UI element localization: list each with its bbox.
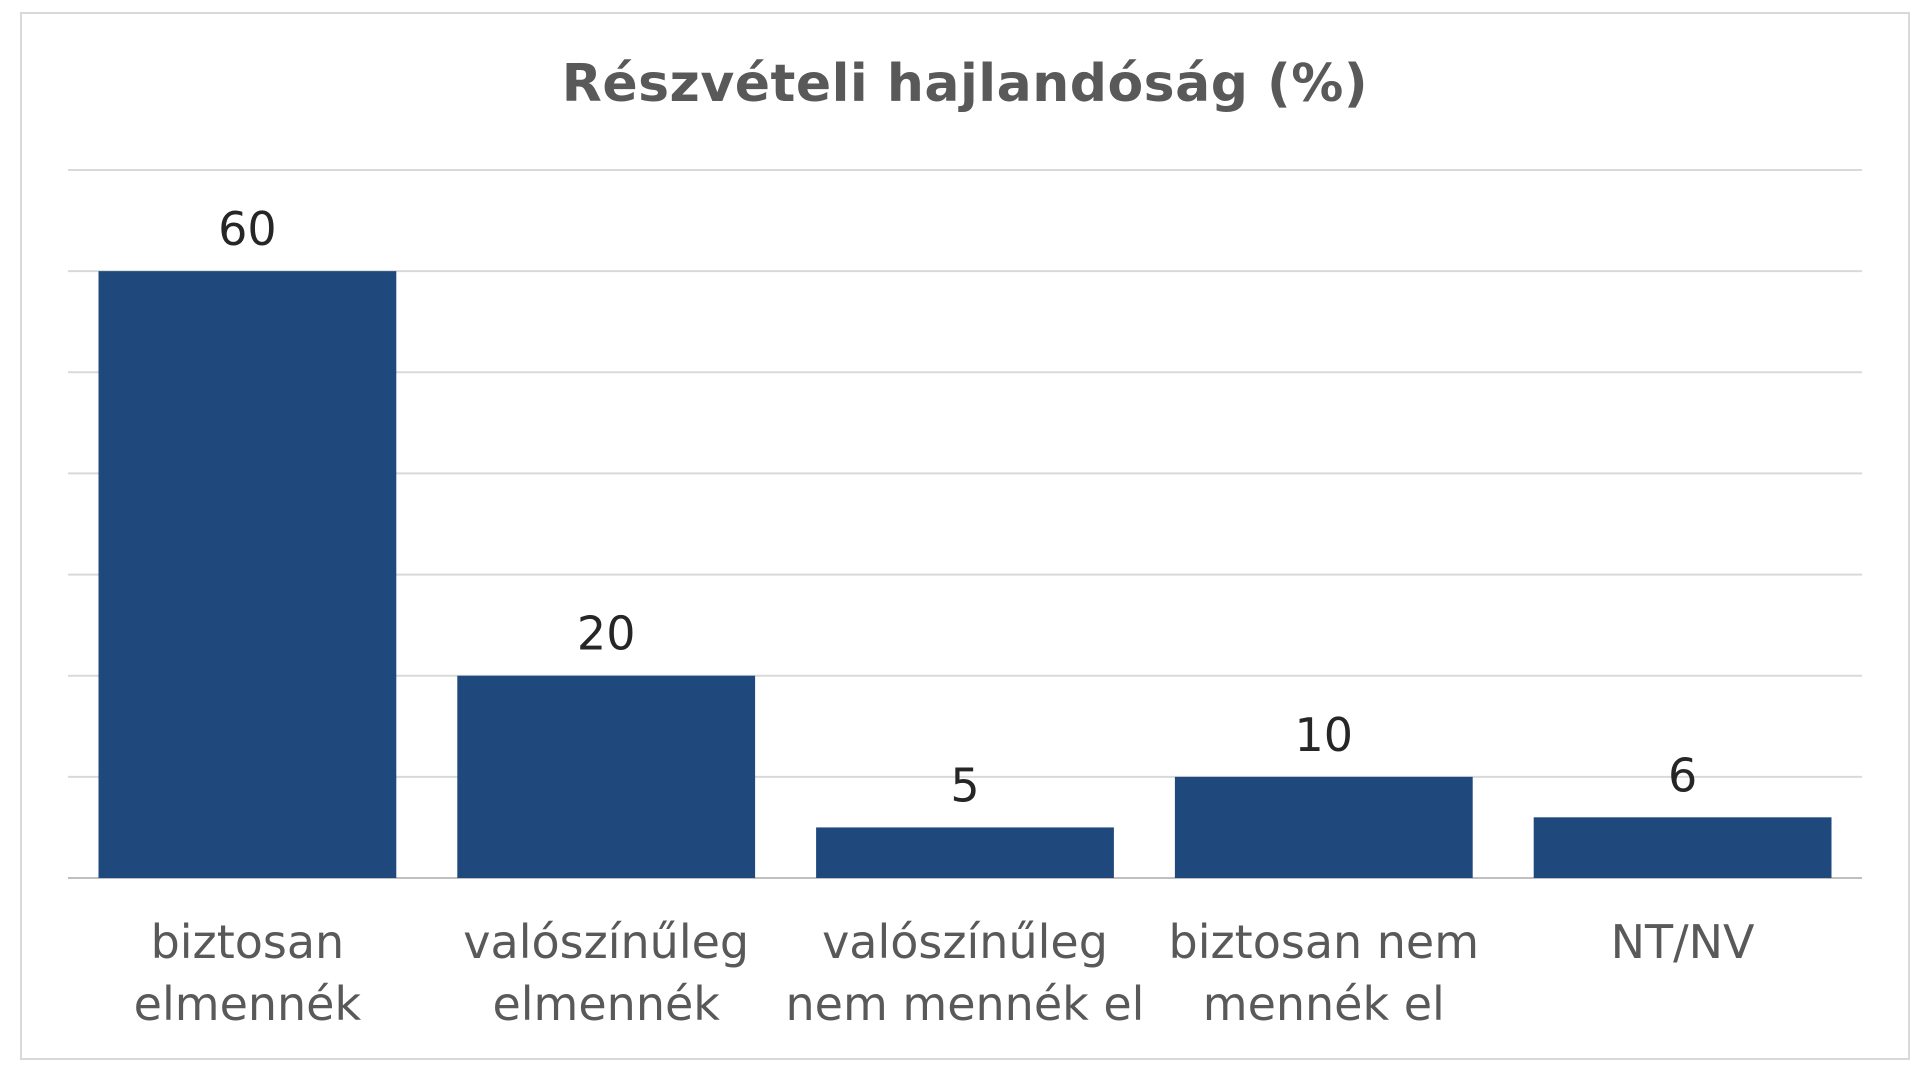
bar <box>98 271 397 879</box>
category-label: valószínűleg elmennék <box>463 915 749 1031</box>
category-label-line: NT/NV <box>1611 915 1755 969</box>
data-label: 60 <box>218 202 277 256</box>
bar <box>1174 776 1473 878</box>
category-label: biztosan nem mennék el <box>1169 915 1480 1031</box>
category-label-line: elmennék <box>134 977 362 1031</box>
category-label: biztosan elmennék <box>134 915 362 1031</box>
data-label: 6 <box>1668 748 1697 802</box>
data-label: 10 <box>1295 708 1354 762</box>
data-label: 5 <box>950 758 979 812</box>
bar <box>816 827 1114 878</box>
category-label-line: valószínűleg <box>822 915 1108 969</box>
bar <box>1533 817 1832 878</box>
bar <box>457 675 756 878</box>
category-label: NT/NV <box>1611 915 1755 969</box>
category-label-line: biztosan <box>151 915 345 969</box>
category-label-line: biztosan nem <box>1169 915 1480 969</box>
chart-title: Részvételi hajlandóság (%) <box>561 54 1369 114</box>
category-label-line: elmennék <box>492 977 720 1031</box>
category-label: valószínűleg nem mennék el <box>786 915 1145 1031</box>
category-label-line: nem mennék el <box>786 977 1145 1031</box>
bars <box>98 271 1832 879</box>
category-label-line: mennék el <box>1203 977 1445 1031</box>
value-labels: 60 20 5 10 6 <box>218 202 1697 812</box>
category-label-line: valószínűleg <box>463 915 749 969</box>
data-label: 20 <box>577 607 636 661</box>
